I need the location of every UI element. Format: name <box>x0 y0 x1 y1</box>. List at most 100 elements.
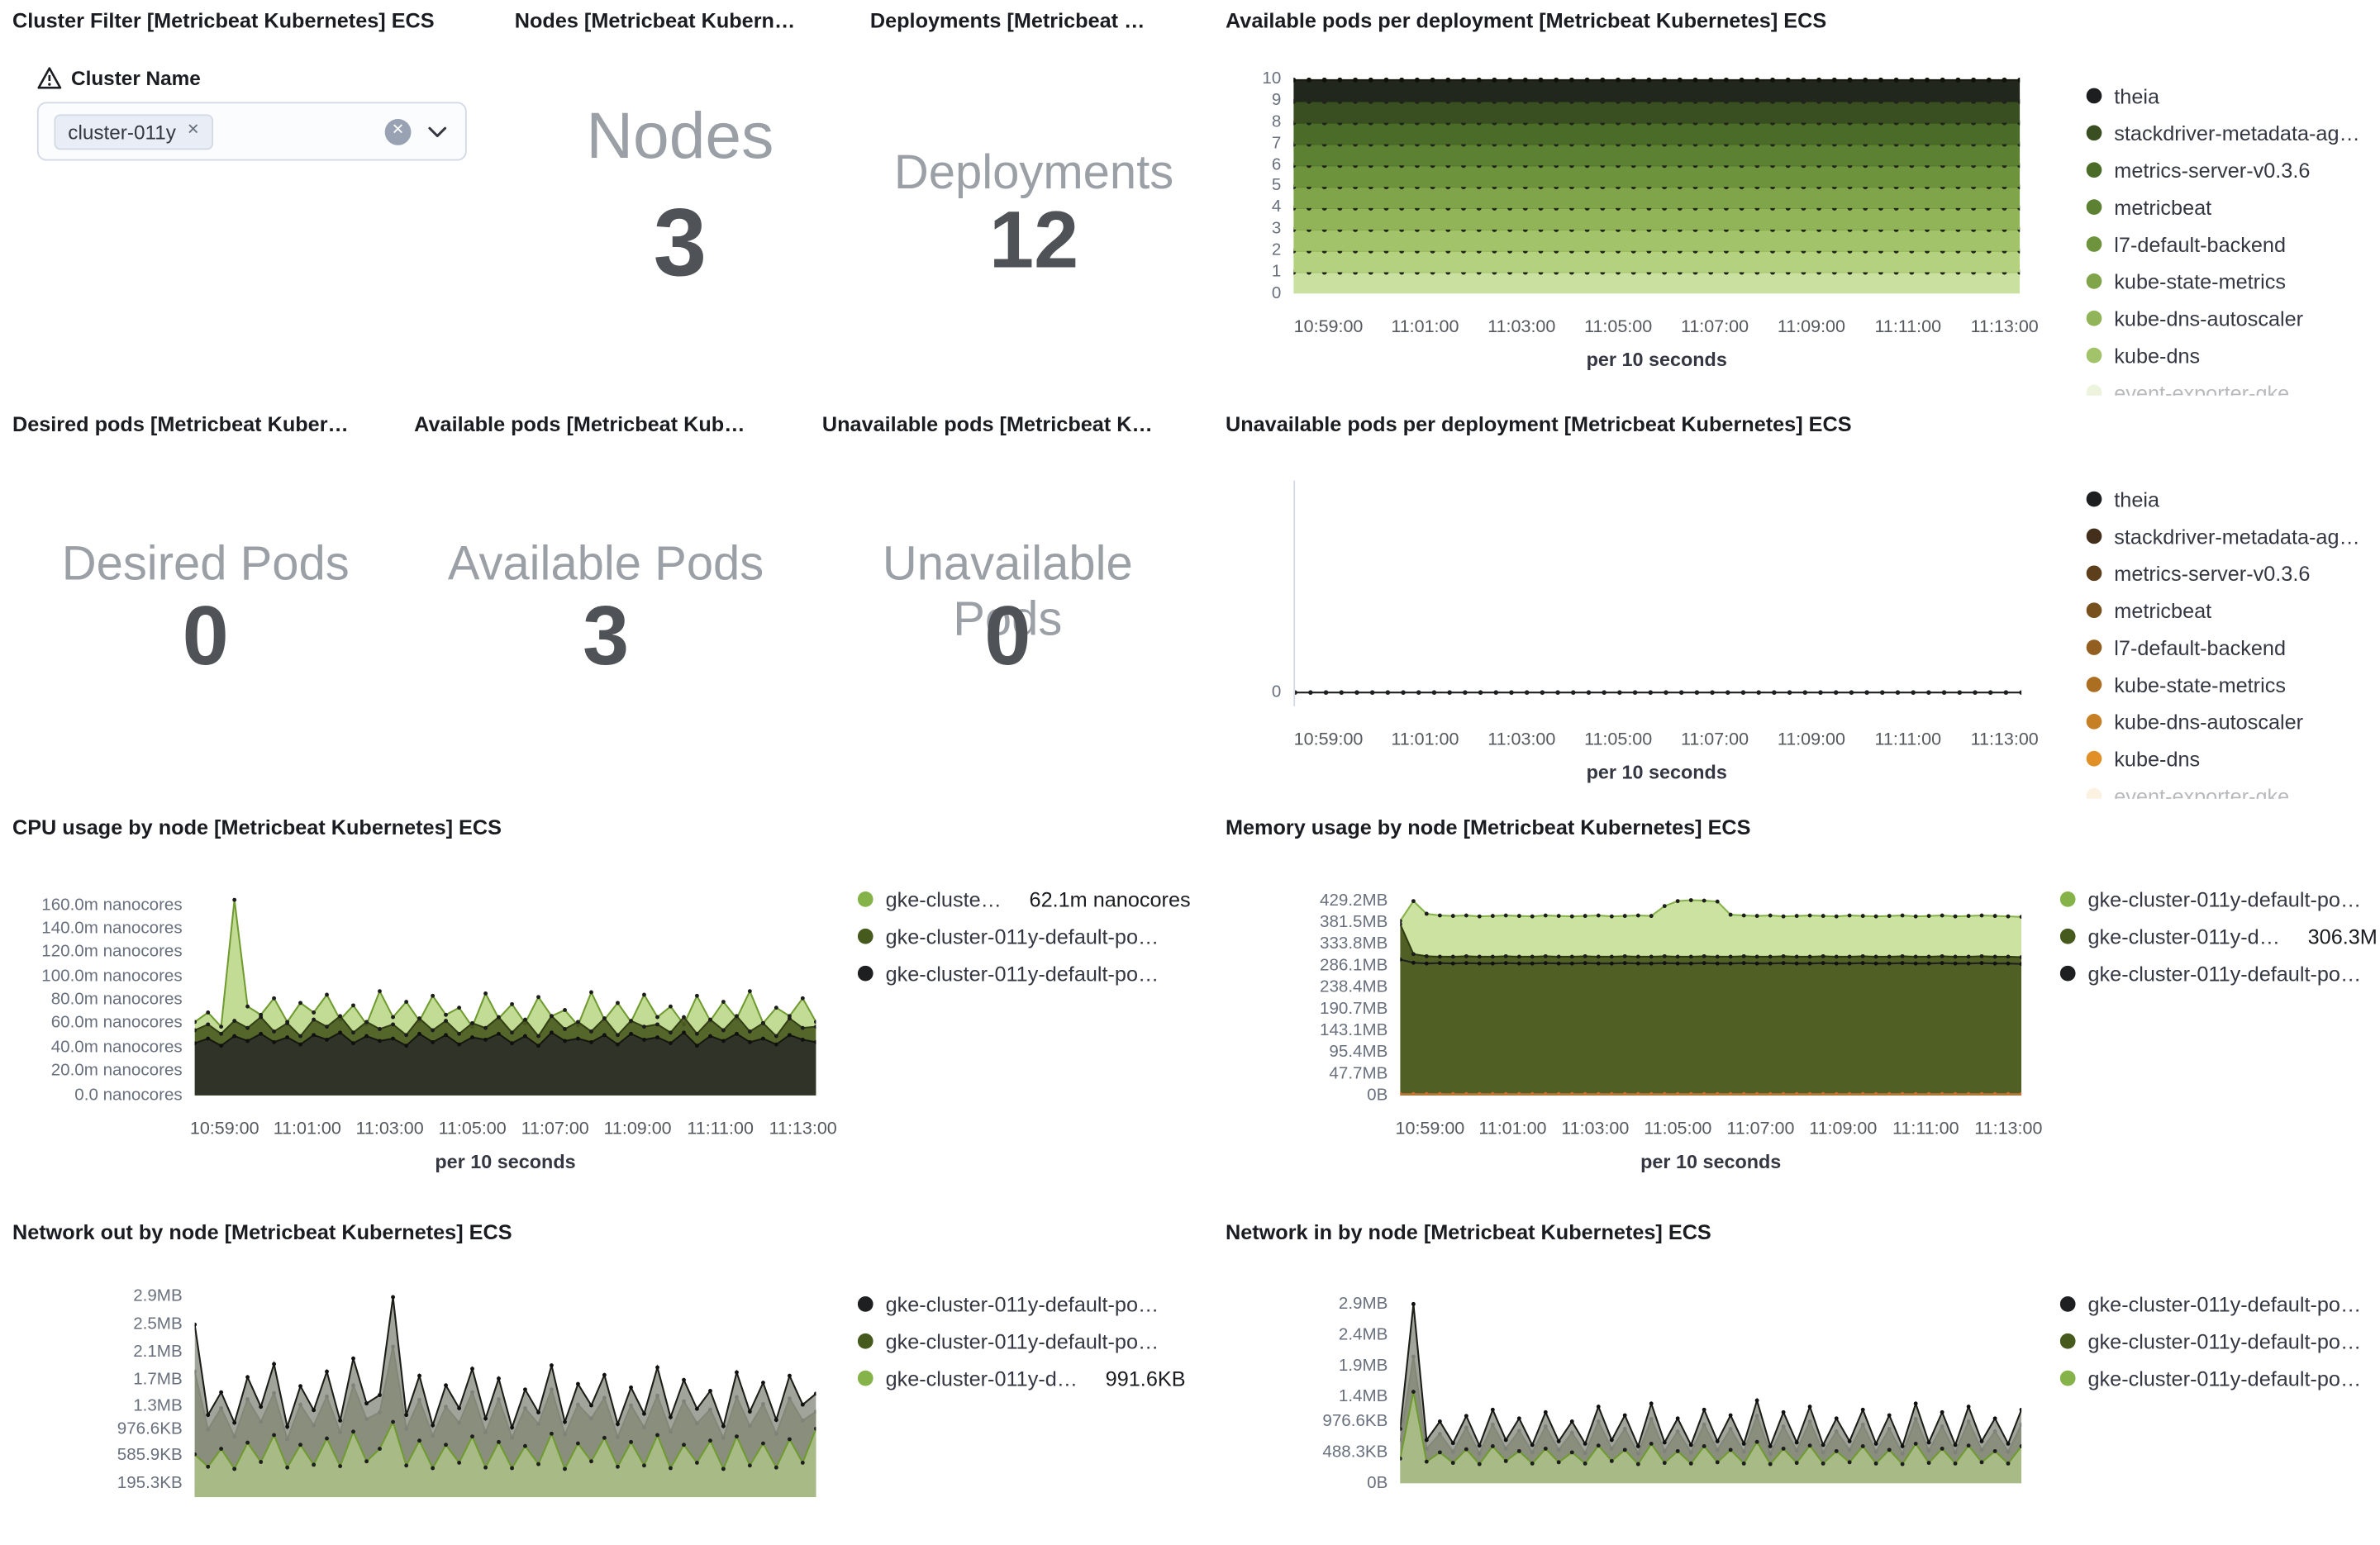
legend-item[interactable]: metricbeat <box>2086 592 2378 629</box>
netin-plot[interactable] <box>1400 1301 2022 1484</box>
panel-network-out-by-node: Network out by node [Metricbeat Kubernet… <box>12 1220 1215 1545</box>
y-tick-label: 1 <box>1271 262 1282 281</box>
legend-item[interactable]: gke-cluster-011y-d… 306.3MB <box>2059 918 2378 955</box>
legend-label: gke-cluster-011y-d… <box>885 1367 1078 1390</box>
cpu-plot[interactable] <box>194 891 816 1096</box>
legend-item[interactable]: kube-state-metrics <box>2086 666 2378 703</box>
y-tick-label: 120.0m nanocores <box>41 943 183 962</box>
legend-item[interactable]: event-exporter-gke <box>2086 374 2378 396</box>
legend-item[interactable]: gke-cluster-011y-default-po… <box>857 955 1213 992</box>
legend-item[interactable]: gke-cluster-011y-d… 991.6KB <box>857 1360 1213 1397</box>
y-tick-label: 585.9KB <box>117 1447 183 1466</box>
legend-item[interactable]: event-exporter-gke <box>2086 777 2378 799</box>
legend-color-dot <box>2059 1296 2076 1312</box>
kibana-dashboard: Cluster Filter [Metricbeat Kubernetes] E… <box>12 9 2380 1498</box>
selected-cluster-pill[interactable]: cluster-011y ✕ <box>54 113 214 150</box>
legend-color-dot <box>2086 236 2102 252</box>
chart-legend: gke-cluste… 62.1m nanocores gke-cluster-01… <box>857 881 1213 992</box>
legend-label: gke-cluster-011y-default-po… <box>885 962 1159 986</box>
y-tick-label: 238.4MB <box>1320 977 1388 996</box>
y-tick-label: 0 <box>1271 283 1282 302</box>
x-tick-label: 11:03:00 <box>355 1120 424 1139</box>
legend-item[interactable]: gke-cluster-011y-default-po… <box>2059 1286 2378 1323</box>
y-tick-label: 6 <box>1271 155 1282 174</box>
panel-cpu-usage-by-node: CPU usage by node [Metricbeat Kubernetes… <box>12 815 1215 1211</box>
y-tick-label: 190.7MB <box>1320 999 1388 1018</box>
legend-item[interactable]: gke-cluster-011y-default-po… <box>2059 881 2378 918</box>
legend-item[interactable]: metrics-server-v0.3.6 <box>2086 151 2378 188</box>
x-tick-label: 11:13:00 <box>1970 318 2039 337</box>
legend-label: event-exporter-gke <box>2114 380 2290 396</box>
legend-item[interactable]: gke-cluster-011y-default-po… <box>2059 1323 2378 1360</box>
y-tick-label: 20.0m nanocores <box>50 1062 183 1081</box>
chart-legend: gke-cluster-011y-default-po… gke-cluster-… <box>2059 1286 2378 1397</box>
legend-item[interactable]: kube-state-metrics <box>2086 263 2378 300</box>
unavailable_per_deployment-plot[interactable] <box>1293 480 2022 706</box>
legend-item[interactable]: l7-default-backend <box>2086 629 2378 666</box>
legend-color-dot <box>857 891 873 907</box>
x-tick-label: 11:09:00 <box>603 1120 672 1139</box>
x-tick-label: 10:59:00 <box>189 1120 259 1139</box>
cluster-name-combobox[interactable]: cluster-011y ✕ ✕ <box>36 102 467 161</box>
x-tick-label: 10:59:00 <box>1293 730 1364 749</box>
available_per_deployment-plot[interactable] <box>1293 73 2021 294</box>
legend-label: metrics-server-v0.3.6 <box>2114 561 2311 585</box>
chevron-down-icon[interactable] <box>425 119 450 144</box>
legend-color-dot <box>2059 965 2076 982</box>
legend-label: stackdriver-metadata-ag… <box>2114 524 2360 548</box>
x-axis: 10:59:00 11:01:00 11:03:00 11:05:00 11:07:00… <box>1396 1120 2043 1142</box>
y-tick-label: 140.0m nanocores <box>41 919 183 939</box>
legend-item[interactable]: kube-dns <box>2086 337 2378 374</box>
x-axis: 10:59:00 11:01:00 11:03:00 11:05:00 11:07:00… <box>190 1120 837 1142</box>
legend-item[interactable]: theia <box>2086 481 2378 518</box>
legend-item[interactable]: metricbeat <box>2086 188 2378 226</box>
legend-label: metricbeat <box>2114 195 2212 219</box>
chart-legend: theia stackdriver-metadata-ag… metrics-ser… <box>2086 78 2378 396</box>
legend-item[interactable]: metrics-server-v0.3.6 <box>2086 554 2378 592</box>
legend-item[interactable]: gke-cluster-011y-default-po… <box>2059 1360 2378 1397</box>
legend-item[interactable]: gke-cluster-011y-default-po… <box>2059 955 2378 992</box>
legend-item[interactable]: kube-dns-autoscaler <box>2086 703 2378 740</box>
panel-title: Available pods [Metricbeat Kub… <box>414 412 745 436</box>
y-tick-label: 9 <box>1271 91 1282 111</box>
legend-item[interactable]: stackdriver-metadata-ag… <box>2086 517 2378 554</box>
x-axis-label: per 10 seconds <box>1640 1151 1782 1173</box>
legend-color-dot <box>2086 162 2102 178</box>
y-tick-label: 4 <box>1271 197 1282 217</box>
clear-selection-icon[interactable]: ✕ <box>384 118 412 145</box>
legend-item[interactable]: gke-cluster-011y-default-po… <box>857 1286 1213 1323</box>
legend-value: 991.6KB <box>1105 1367 1186 1390</box>
panel-deployments-metric: Deployments [Metricbeat … Deployments 12 <box>870 9 1197 364</box>
legend-item[interactable]: kube-dns-autoscaler <box>2086 300 2378 337</box>
legend-item[interactable]: gke-cluster-011y-default-po… <box>857 1323 1213 1360</box>
panel-unavailable-pods-per-deployment: Unavailable pods per deployment [Metricb… <box>1226 412 2380 801</box>
legend-item[interactable]: gke-cluste… 62.1m nanocores <box>857 881 1213 918</box>
y-tick-label: 0 <box>1271 682 1282 701</box>
legend-color-dot <box>2086 491 2102 507</box>
legend-label: gke-cluster-011y-default-po… <box>885 1292 1159 1316</box>
netout-plot[interactable] <box>194 1291 816 1498</box>
y-tick-label: 2.4MB <box>1338 1324 1388 1344</box>
y-tick-label: 160.0m nanocores <box>41 896 183 915</box>
panel-title: Nodes [Metricbeat Kubern… <box>514 9 796 33</box>
network-in-chart: 2.9MB 2.4MB 1.9MB 1.4MB 976.6KB 488.3KB 0B <box>1226 1220 2380 1545</box>
x-tick-label: 10:59:00 <box>1293 318 1364 337</box>
legend-item[interactable]: kube-dns <box>2086 740 2378 777</box>
y-tick-label: 100.0m nanocores <box>41 967 183 986</box>
y-tick-label: 0.0 nanocores <box>74 1085 183 1105</box>
legend-item[interactable]: stackdriver-metadata-ag… <box>2086 114 2378 151</box>
y-tick-label: 1.4MB <box>1338 1386 1388 1405</box>
memory-usage-chart: 429.2MB 381.5MB 333.8MB 286.1MB 238.4MB 190.7… <box>1226 815 2380 1211</box>
legend-label: gke-cluster-011y-default-po… <box>2087 1367 2362 1390</box>
legend-item[interactable]: gke-cluster-011y-default-po… <box>857 918 1213 955</box>
remove-pill-icon[interactable]: ✕ <box>186 121 200 140</box>
legend-color-dot <box>2086 750 2102 767</box>
legend-item[interactable]: l7-default-backend <box>2086 226 2378 263</box>
legend-label: kube-state-metrics <box>2114 673 2286 696</box>
x-tick-label: 11:09:00 <box>1809 1120 1878 1139</box>
y-axis: 2.9MB 2.5MB 2.1MB 1.7MB 1.3MB 976.6KB 585.9KB 1… <box>12 1287 183 1498</box>
y-axis: 2.9MB 2.4MB 1.9MB 1.4MB 976.6KB 488.3KB 0B <box>1226 1294 1388 1491</box>
y-tick-label: 40.0m nanocores <box>50 1038 183 1057</box>
legend-item[interactable]: theia <box>2086 78 2378 115</box>
memory-plot[interactable] <box>1400 891 2022 1096</box>
